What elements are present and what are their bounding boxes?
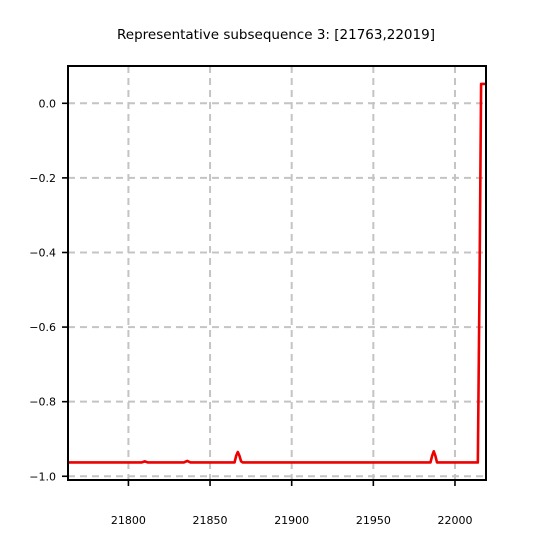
x-tick-label: 21850 [193, 514, 228, 527]
series-layer [68, 84, 486, 463]
y-tick-label: −1.0 [29, 470, 56, 483]
x-tick-label: 21800 [111, 514, 146, 527]
x-tick-label: 21900 [274, 514, 309, 527]
grid [68, 66, 486, 480]
series-line [68, 84, 486, 463]
plot-frame [68, 66, 486, 480]
x-axis: 21800 21850 21900 21950 22000 [111, 480, 473, 527]
y-tick-label: −0.4 [29, 246, 56, 259]
y-tick-label: −0.6 [29, 321, 56, 334]
y-tick-label: −0.2 [29, 172, 56, 185]
x-tick-label: 22000 [437, 514, 472, 527]
y-axis: 0.0 −0.2 −0.4 −0.6 −0.8 −1.0 [29, 97, 68, 483]
y-tick-label: −0.8 [29, 396, 56, 409]
x-tick-label: 21950 [356, 514, 391, 527]
y-tick-label: 0.0 [39, 97, 57, 110]
chart-title: Representative subsequence 3: [21763,220… [117, 27, 435, 43]
